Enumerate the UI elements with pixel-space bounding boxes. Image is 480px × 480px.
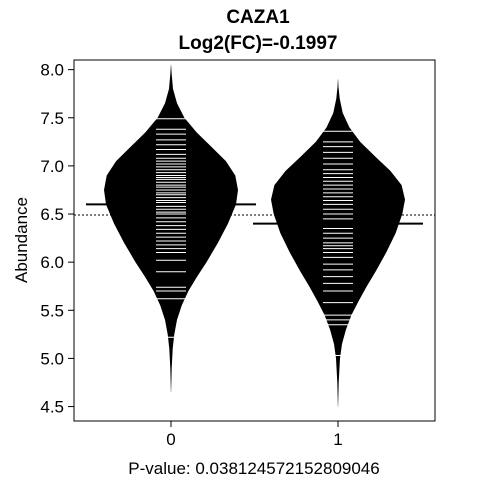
y-tick-label: 7.5 (40, 109, 64, 128)
x-tick-label: 0 (166, 430, 175, 449)
chart-subtitle: Log2(FC)=-0.1997 (179, 33, 338, 54)
x-axis-title: P-value: 0.0381245721528090​46 (128, 459, 379, 478)
bean-group-0 (86, 64, 256, 393)
bean-shape (104, 64, 238, 393)
plot-frame (73, 59, 436, 422)
bean-group-1 (253, 79, 423, 407)
y-tick-label: 6.0 (40, 253, 64, 272)
beans-layer (86, 64, 423, 407)
y-tick-label: 5.5 (40, 301, 64, 320)
y-tick-label: 6.5 (40, 205, 64, 224)
y-axis-title: Abundance (12, 197, 31, 283)
y-tick-label: 5.0 (40, 349, 64, 368)
x-tick-label: 1 (333, 430, 342, 449)
chart-title: CAZA1 (226, 7, 290, 28)
y-axis: 4.5 5.0 5.5 6.0 6.5 7.0 7.5 8.0 (40, 61, 74, 417)
y-tick-label: 4.5 (40, 398, 64, 417)
y-tick-label: 8.0 (40, 61, 64, 80)
y-tick-label: 7.0 (40, 157, 64, 176)
